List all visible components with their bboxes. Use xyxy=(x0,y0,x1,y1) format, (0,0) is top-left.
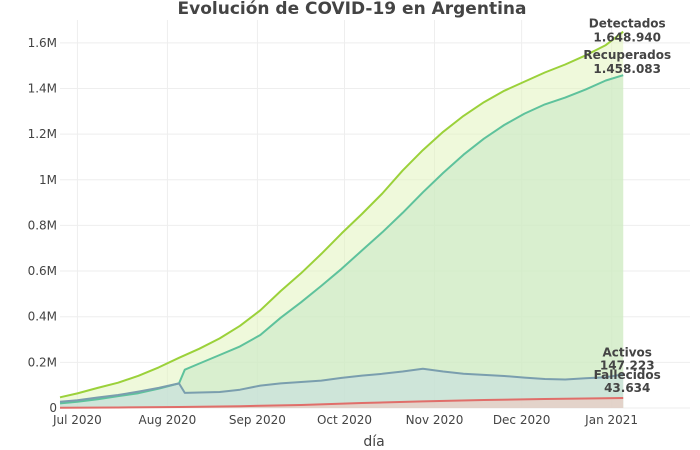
series-lines xyxy=(59,30,624,409)
activos-area xyxy=(60,368,624,408)
activos-annotation-value: 147.223 xyxy=(600,358,655,372)
activos-line xyxy=(59,367,624,403)
x-tick-label: Jan 2021 xyxy=(584,413,638,427)
recuperados-area xyxy=(60,75,624,408)
recuperados-annotation-name: Recuperados xyxy=(583,48,671,62)
x-tick-label: Dec 2020 xyxy=(493,413,551,427)
y-tick-label: 1.2M xyxy=(28,127,57,141)
y-tick-label: 0.2M xyxy=(28,355,57,369)
y-tick-label: 0.8M xyxy=(28,218,57,232)
fallecidos-line xyxy=(59,397,624,409)
y-tick-label: 1.6M xyxy=(28,36,57,50)
x-tick-label: Jul 2020 xyxy=(52,413,102,427)
detectados-annotation-name: Detectados xyxy=(589,17,666,31)
chart-title: Evolución de COVID-19 en Argentina xyxy=(178,0,527,19)
x-tick-label: Aug 2020 xyxy=(139,413,197,427)
fallecidos-annotation-name: Fallecidos xyxy=(594,368,661,382)
x-tick-label: Oct 2020 xyxy=(317,413,372,427)
y-tick-label: 1M xyxy=(39,173,57,187)
recuperados-annotation-value: 1.458.083 xyxy=(593,62,661,76)
activos-annotation-name: Activos xyxy=(602,345,651,359)
fallecidos-annotation-value: 43.634 xyxy=(604,381,650,395)
y-tick-label: 0.4M xyxy=(28,310,57,324)
detectados-annotation-value: 1.648.940 xyxy=(593,31,661,45)
x-axis-label: día xyxy=(363,434,384,450)
detectados-line xyxy=(59,30,624,399)
x-tick-label: Sep 2020 xyxy=(229,413,286,427)
y-axis-ticks: 0 0.2M 0.4M 0.6M 0.8M 1M 1.2M 1.4M 1.6M xyxy=(28,36,57,415)
y-tick-label: 0.6M xyxy=(28,264,57,278)
x-tick-label: Nov 2020 xyxy=(406,413,464,427)
y-tick-label: 0 xyxy=(49,401,57,415)
x-axis-ticks: Jul 2020 Aug 2020 Sep 2020 Oct 2020 Nov 2020… xyxy=(52,413,638,427)
y-tick-label: 1.4M xyxy=(28,81,57,95)
